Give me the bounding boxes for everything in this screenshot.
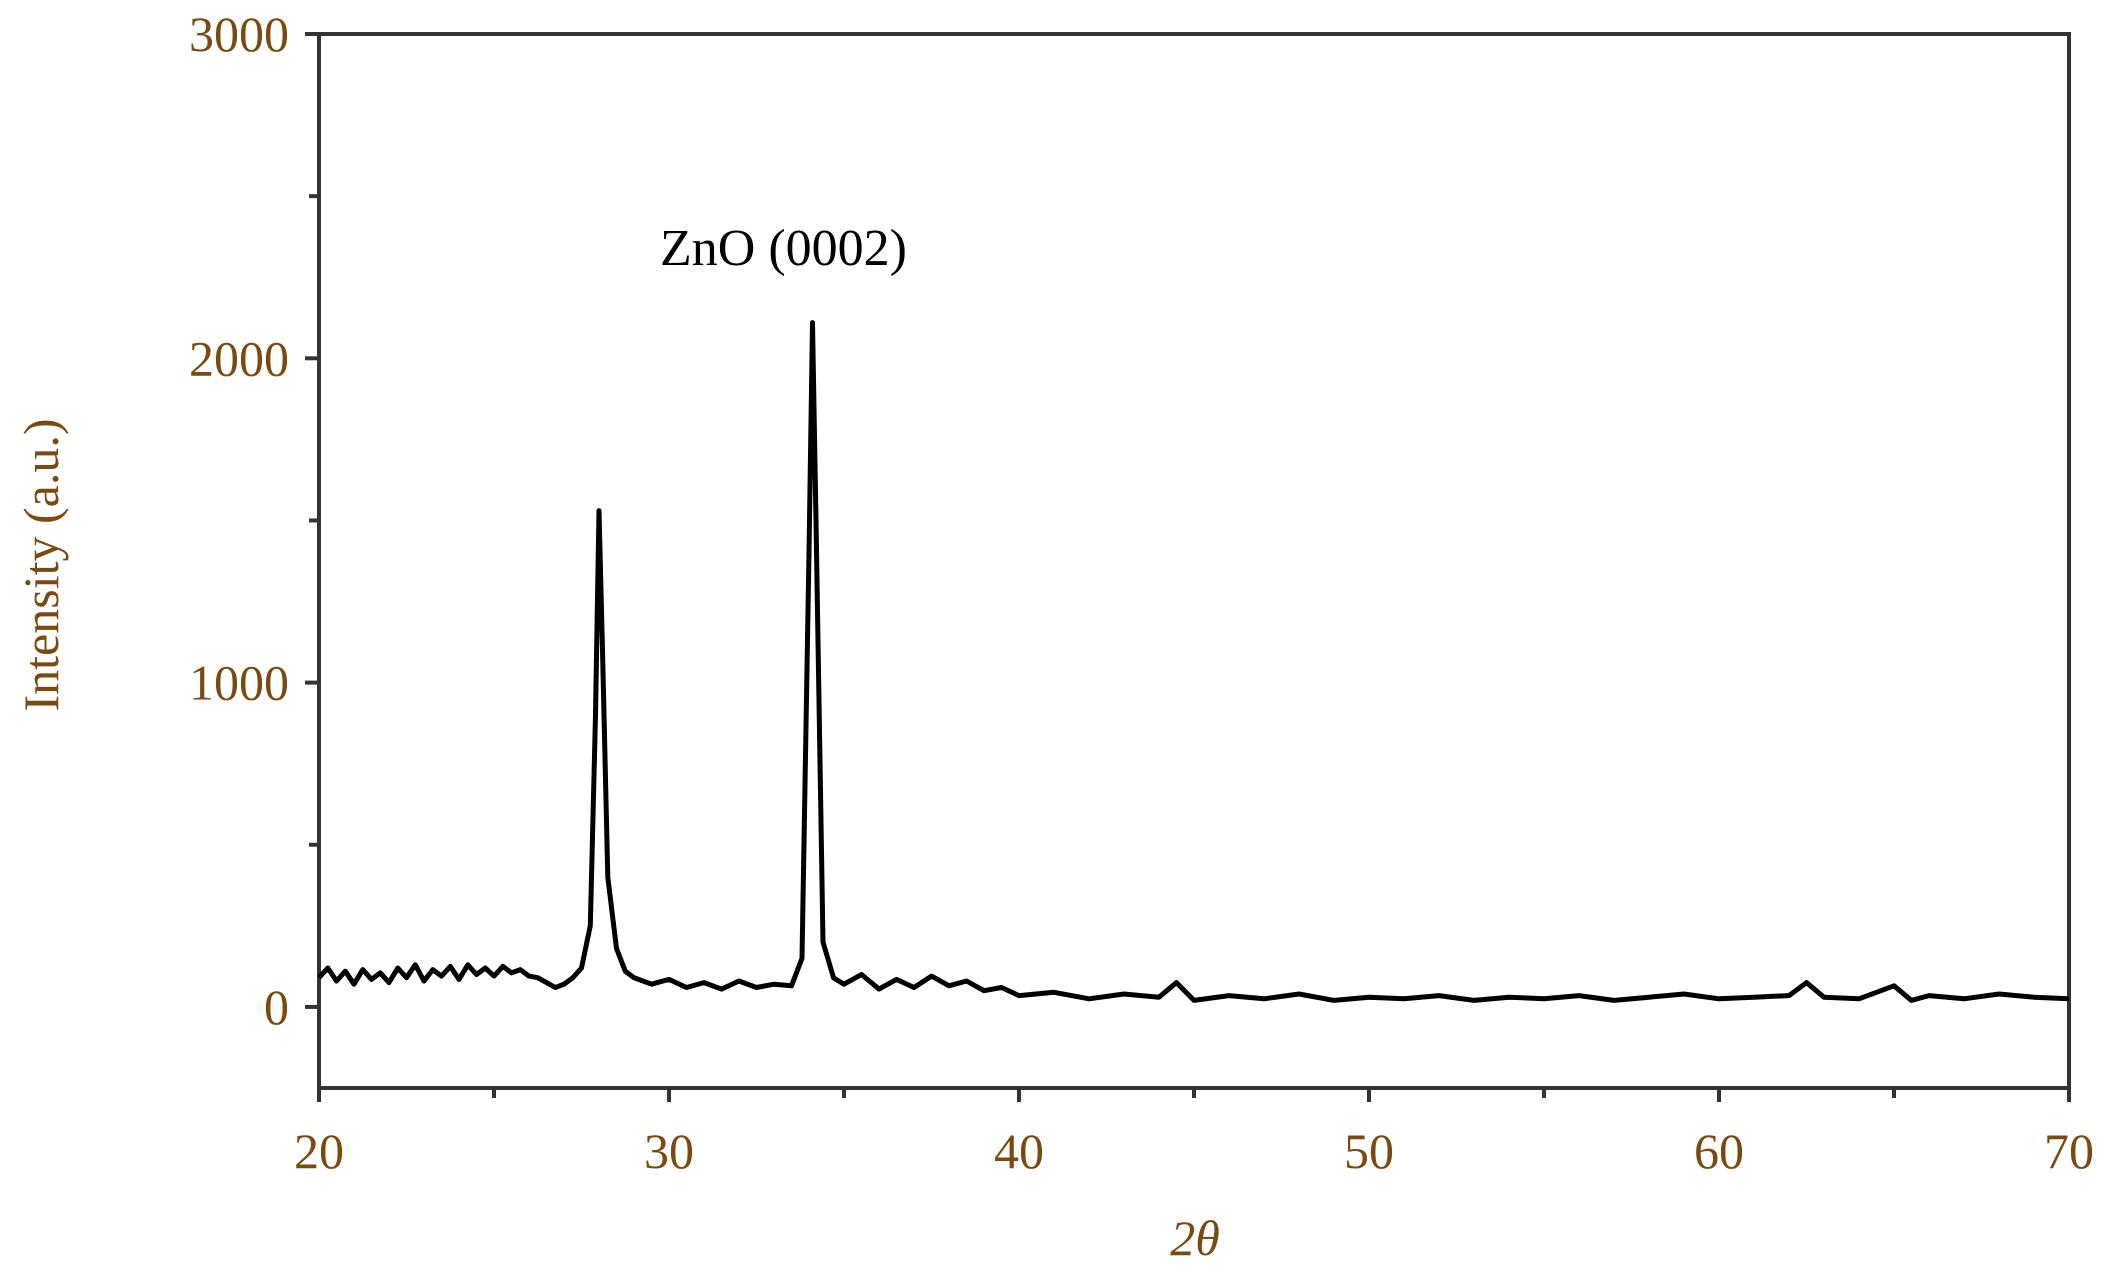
y-tick-label: 2000 bbox=[189, 330, 289, 386]
y-tick-label: 1000 bbox=[189, 655, 289, 711]
x-tick-label: 50 bbox=[1344, 1123, 1394, 1179]
x-tick-label: 30 bbox=[644, 1123, 694, 1179]
annotation: ZnO (0002) bbox=[660, 220, 907, 277]
x-tick-label: 20 bbox=[294, 1123, 344, 1179]
x-tick-label: 70 bbox=[2044, 1123, 2094, 1179]
x-axis-label: 2θ bbox=[1170, 1210, 1220, 1266]
x-tick-label: 40 bbox=[994, 1123, 1044, 1179]
x-tick-label: 60 bbox=[1694, 1123, 1744, 1179]
y-tick-label: 0 bbox=[264, 979, 289, 1035]
y-axis-label: Intensity (a.u.) bbox=[13, 419, 69, 712]
y-tick-label: 3000 bbox=[189, 6, 289, 62]
data-line bbox=[317, 320, 2070, 1003]
plot-frame bbox=[317, 32, 2071, 1090]
